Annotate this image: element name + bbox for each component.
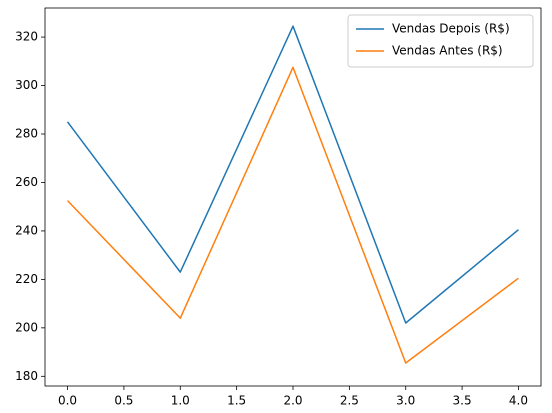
- y-tick-label: 220: [15, 272, 38, 286]
- x-tick-label: 3.0: [396, 394, 415, 408]
- plot-frame: [44, 7, 542, 387]
- x-tick-label: 1.5: [227, 394, 246, 408]
- y-tick-label: 280: [15, 127, 38, 141]
- y-tick-label: 200: [15, 320, 38, 334]
- y-tick-label: 180: [15, 369, 38, 383]
- y-tick-label: 300: [15, 78, 38, 92]
- line-series: [66, 25, 519, 324]
- x-tick-label: 2.0: [283, 394, 302, 408]
- x-tick-label: 1.0: [171, 394, 190, 408]
- legend-box: [347, 14, 534, 68]
- x-tick-label: 3.5: [453, 394, 472, 408]
- x-tick-label: 4.0: [509, 394, 528, 408]
- y-tick-label: 320: [15, 30, 38, 44]
- line-series: [67, 66, 519, 364]
- legend-label: Vendas Antes (R$): [392, 44, 503, 58]
- legend-label: Vendas Depois (R$): [392, 22, 510, 36]
- y-tick-label: 240: [15, 223, 38, 237]
- x-tick-label: 0.5: [114, 394, 133, 408]
- y-tick-label: 260: [15, 175, 38, 189]
- x-tick-label: 2.5: [340, 394, 359, 408]
- x-tick-label: 0.0: [58, 394, 77, 408]
